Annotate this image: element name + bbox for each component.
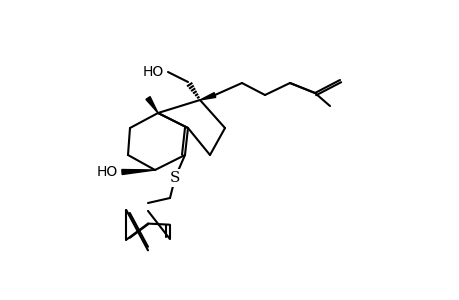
Text: S: S: [169, 171, 180, 185]
Polygon shape: [122, 169, 155, 175]
Text: HO: HO: [142, 65, 164, 79]
Text: HO: HO: [96, 165, 118, 179]
Polygon shape: [200, 93, 215, 100]
Polygon shape: [146, 97, 157, 113]
